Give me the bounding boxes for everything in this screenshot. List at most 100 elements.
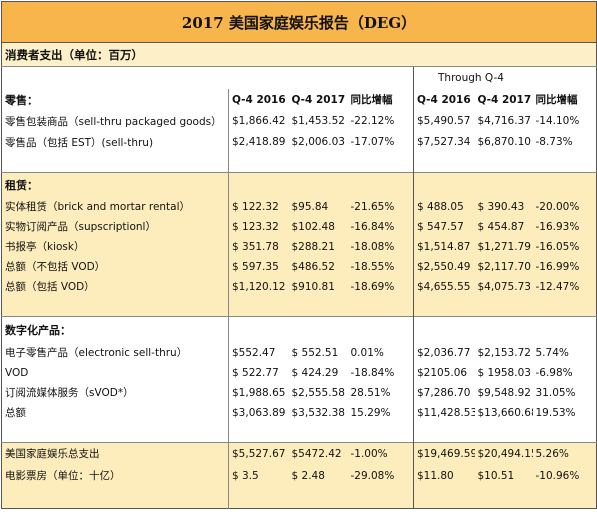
table-row [1,296,597,317]
cell [533,153,597,173]
value-cell: $3,063.89 [228,402,289,423]
row-label: 零售包装商品（sell-thru packaged goods） [5,115,222,128]
value-cell: -16.99% [532,256,597,277]
value-cell: $5,527.67 [228,442,289,465]
value-cell: $1,514.87 [413,236,475,257]
table-row: 订阅流媒体服务（sVOD*） $1,988.65 $2,555.58 28.51% $7… [2,382,597,403]
value-cell: $102.48 [288,216,348,237]
value-cell: -14.10% [535,115,580,127]
cell [2,423,229,443]
value-cell: $11,428.53 [413,402,475,423]
cell [347,486,414,509]
value-cell: $5,490.57 [413,110,475,132]
cell [474,172,533,197]
cell [474,316,533,343]
cell [288,486,348,509]
cell [413,316,475,343]
value-cell: $ 597.35 [228,256,289,277]
row-label: 订阅流媒体服务（sVOD*） [5,387,134,399]
cell [475,153,533,173]
cell [413,152,475,173]
value-cell: $1,120.12 [228,276,289,297]
row-label: 总额 [5,407,26,419]
value-cell: $6,870.10 [477,136,531,148]
table-row: 书报亭（kiosk） $ 351.78 $288.21 -18.08% $1,514.8… [1,236,597,257]
value-cell: $2,153.72 [477,346,531,359]
cell [348,153,414,173]
row-label: 实物订阅产品（supscriptionl） [1,216,229,237]
value-cell: $4,075.73 [474,276,533,297]
value-cell: -21.65% [347,196,414,217]
value-cell: $ 3.5 [228,464,289,487]
row-label: 书报亭（kiosk） [1,236,229,257]
table-row: 消费者支出（单位：百万） [1,42,597,67]
value-cell: -17.07% [350,136,395,148]
table-row: 美国家庭娱乐总支出 $5,527.67 $5472.42 -1.00% $19,469.… [1,442,597,465]
value-cell: -1.00% [347,442,414,465]
value-cell: -12.47% [532,276,597,297]
cell [288,316,348,343]
value-cell: $2,036.77 [413,342,475,363]
table-row: 实体租赁（brick and mortar rental） $ 122.32 $95… [1,196,597,217]
table-row: 零售包装商品（sell-thru packaged goods） $1,866.4… [2,110,597,132]
value-cell: $9,548.92 [477,386,531,399]
table-row: 零售： Q-4 2016 Q-4 2017 同比增幅 Q-4 2016 Q-4 2017 同… [2,88,597,111]
value-cell: $ 2.48 [288,464,348,487]
row-label: 零售品（包括 EST）(sell-thru) [5,136,154,149]
cell [1,486,229,509]
column-header: 同比增幅 [535,94,578,106]
value-cell: 31.05% [535,386,576,399]
section-heading: 零售： [5,93,38,107]
value-cell: 19.53% [535,406,576,419]
value-cell: $2,550.49 [413,256,475,277]
cell [413,296,475,317]
value-cell: $3,532.38 [291,406,345,419]
report-title: 2017 美国家庭娱乐报告（DEG） [1,1,597,43]
value-cell: $ 488.05 [413,196,475,217]
value-cell: 0.01% [350,346,384,359]
value-cell: $1,866.42 [228,110,289,132]
value-cell: $19,469.59 [413,442,475,465]
cell [348,423,414,443]
cell [475,423,533,443]
row-label: 总额（包括 VOD） [1,276,229,297]
cell [532,316,597,343]
cell [228,296,289,317]
cell [1,296,229,317]
cell [289,423,348,443]
value-cell: $486.52 [288,256,348,277]
value-cell: $ 122.32 [228,196,289,217]
value-cell: 5.26% [532,442,597,465]
table-row: 总额（不包括 VOD） $ 597.35 $486.52 -18.55% $2,550.… [1,256,597,277]
cell [532,486,597,509]
column-header: 同比增幅 [350,94,393,106]
table-row [2,152,597,173]
value-cell: -6.98% [535,366,573,379]
value-cell: $2,006.03 [291,136,345,148]
value-cell: $ 547.57 [413,216,475,237]
value-cell: 28.51% [350,386,391,399]
value-cell: -16.84% [347,216,414,237]
value-cell: $ 351.78 [228,236,289,257]
section-heading: 租赁： [1,172,229,197]
value-cell: $5472.42 [288,442,348,465]
row-label: 实体租赁（brick and mortar rental） [1,196,229,217]
row-label: 总额（不包括 VOD） [1,256,229,277]
cell [228,422,289,443]
value-cell: $20,494.15 [474,442,533,465]
value-cell: $1,988.65 [228,382,289,403]
value-cell: $910.81 [288,276,348,297]
value-cell: $7,527.34 [413,131,475,153]
period-header: Through Q-4 [412,66,597,89]
value-cell: $ 390.43 [474,196,533,217]
cell [413,422,475,443]
value-cell: -18.08% [347,236,414,257]
table-row [2,422,597,443]
value-cell: $4,716.37 [477,115,531,127]
unit-note: 消费者支出（单位：百万） [1,42,597,67]
value-cell: $2,555.58 [291,386,345,399]
row-label: 电影票房（单位：十亿） [1,464,229,487]
table-row: VOD $ 522.77 $ 424.29 -18.84% $2105.06 $ 1958… [2,362,597,383]
cell [2,153,229,173]
cell [228,152,289,173]
